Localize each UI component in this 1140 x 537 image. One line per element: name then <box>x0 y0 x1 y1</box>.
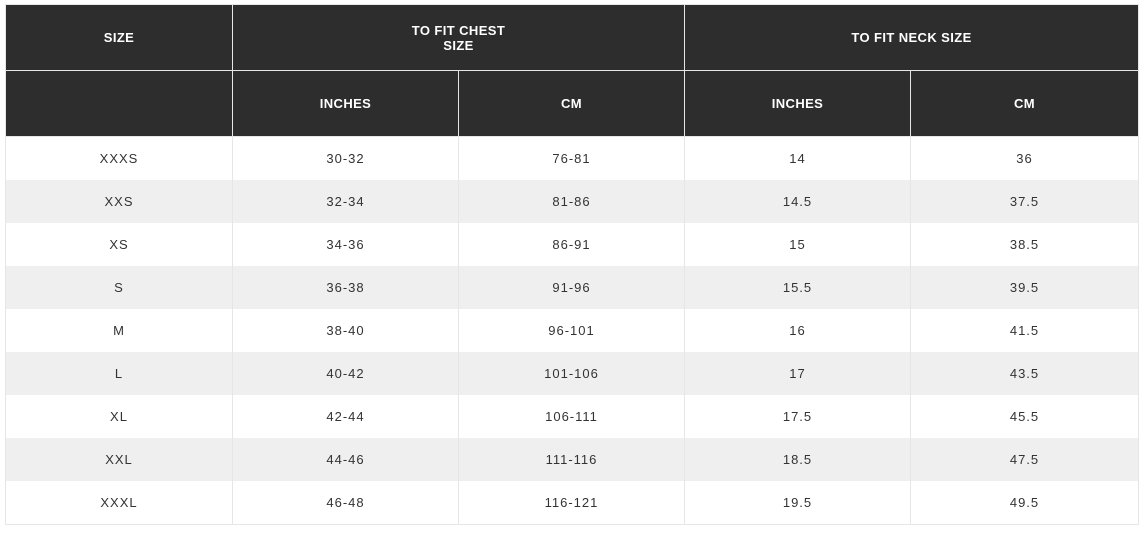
cell-chest-inches: 42-44 <box>232 395 459 438</box>
cell-chest-inches: 46-48 <box>232 481 459 525</box>
cell-chest-cm: 111-116 <box>458 438 685 481</box>
cell-chest-inches: 38-40 <box>232 309 459 352</box>
cell-size: XXL <box>5 438 233 481</box>
table-header: SIZE TO FIT CHEST SIZE TO FIT NECK SIZE … <box>5 4 1139 137</box>
cell-neck-inches: 18.5 <box>684 438 911 481</box>
header-neck-cm: CM <box>910 70 1139 137</box>
cell-chest-cm: 81-86 <box>458 180 685 223</box>
table-row: XS 34-36 86-91 15 38.5 <box>5 223 1139 266</box>
cell-chest-cm: 91-96 <box>458 266 685 309</box>
cell-neck-cm: 41.5 <box>910 309 1139 352</box>
size-chart: SIZE TO FIT CHEST SIZE TO FIT NECK SIZE … <box>5 4 1139 525</box>
cell-chest-cm: 76-81 <box>458 136 685 180</box>
size-chart-table: SIZE TO FIT CHEST SIZE TO FIT NECK SIZE … <box>5 4 1139 525</box>
cell-chest-inches: 36-38 <box>232 266 459 309</box>
cell-neck-inches: 14 <box>684 136 911 180</box>
header-neck-inches: INCHES <box>684 70 911 137</box>
cell-chest-cm: 86-91 <box>458 223 685 266</box>
cell-size: XXXL <box>5 481 233 525</box>
cell-chest-inches: 32-34 <box>232 180 459 223</box>
cell-neck-cm: 38.5 <box>910 223 1139 266</box>
table-row: XXL 44-46 111-116 18.5 47.5 <box>5 438 1139 481</box>
cell-neck-cm: 36 <box>910 136 1139 180</box>
header-chest-size: TO FIT CHEST SIZE <box>232 4 685 71</box>
cell-size: XS <box>5 223 233 266</box>
cell-chest-inches: 44-46 <box>232 438 459 481</box>
header-chest-line2: SIZE <box>443 37 474 53</box>
cell-chest-inches: 34-36 <box>232 223 459 266</box>
cell-neck-cm: 49.5 <box>910 481 1139 525</box>
header-empty <box>5 70 233 137</box>
header-size: SIZE <box>5 4 233 71</box>
table-body: XXXS 30-32 76-81 14 36 XXS 32-34 81-86 1… <box>5 136 1139 525</box>
cell-size: XXS <box>5 180 233 223</box>
cell-size: M <box>5 309 233 352</box>
cell-neck-cm: 47.5 <box>910 438 1139 481</box>
table-row: XXS 32-34 81-86 14.5 37.5 <box>5 180 1139 223</box>
cell-size: XL <box>5 395 233 438</box>
table-row: M 38-40 96-101 16 41.5 <box>5 309 1139 352</box>
cell-neck-cm: 37.5 <box>910 180 1139 223</box>
cell-size: L <box>5 352 233 395</box>
cell-size: S <box>5 266 233 309</box>
header-neck-size: TO FIT NECK SIZE <box>684 4 1139 71</box>
cell-chest-cm: 101-106 <box>458 352 685 395</box>
cell-chest-cm: 116-121 <box>458 481 685 525</box>
cell-chest-inches: 30-32 <box>232 136 459 180</box>
header-chest-line1: TO FIT CHEST <box>411 22 506 38</box>
cell-size: XXXS <box>5 136 233 180</box>
cell-neck-inches: 15 <box>684 223 911 266</box>
table-row: XL 42-44 106-111 17.5 45.5 <box>5 395 1139 438</box>
cell-chest-cm: 96-101 <box>458 309 685 352</box>
table-row: L 40-42 101-106 17 43.5 <box>5 352 1139 395</box>
table-row: XXXS 30-32 76-81 14 36 <box>5 136 1139 180</box>
cell-neck-cm: 43.5 <box>910 352 1139 395</box>
cell-neck-inches: 17.5 <box>684 395 911 438</box>
cell-neck-inches: 17 <box>684 352 911 395</box>
cell-neck-cm: 39.5 <box>910 266 1139 309</box>
table-row: XXXL 46-48 116-121 19.5 49.5 <box>5 481 1139 525</box>
cell-neck-inches: 15.5 <box>684 266 911 309</box>
header-row-units: INCHES CM INCHES CM <box>5 70 1139 137</box>
table-row: S 36-38 91-96 15.5 39.5 <box>5 266 1139 309</box>
cell-neck-inches: 16 <box>684 309 911 352</box>
cell-neck-cm: 45.5 <box>910 395 1139 438</box>
header-row-top: SIZE TO FIT CHEST SIZE TO FIT NECK SIZE <box>5 4 1139 71</box>
cell-chest-cm: 106-111 <box>458 395 685 438</box>
cell-neck-inches: 14.5 <box>684 180 911 223</box>
header-chest-cm: CM <box>458 70 685 137</box>
header-chest-inches: INCHES <box>232 70 459 137</box>
cell-chest-inches: 40-42 <box>232 352 459 395</box>
cell-neck-inches: 19.5 <box>684 481 911 525</box>
